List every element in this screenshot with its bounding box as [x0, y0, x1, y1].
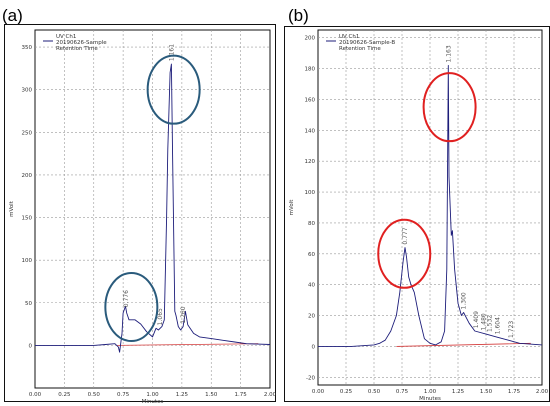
x-tick-label: 0.25: [340, 389, 353, 395]
y-tick-label: 100: [305, 190, 316, 196]
y-tick-label: 250: [22, 130, 33, 136]
peak-label: 1.723: [508, 321, 515, 338]
x-tick-label: 1.75: [508, 389, 521, 395]
peak-label: 1.163: [445, 45, 452, 62]
legend-entry: Retention Time: [56, 46, 98, 52]
x-tick-label: 1.50: [205, 392, 218, 398]
y-tick-label: 80: [308, 221, 315, 227]
legend-entry: 20190626-Sample: [56, 40, 107, 46]
y-tick-label: 120: [305, 159, 316, 165]
x-tick-label: 0.75: [396, 389, 409, 395]
y-tick-label: 0: [29, 343, 33, 349]
y-tick-label: 150: [22, 216, 33, 222]
highlight-circle: [422, 72, 477, 143]
x-tick-label: 1.50: [480, 389, 493, 395]
y-tick-label: 300: [22, 88, 33, 94]
x-axis-title: Minutes: [419, 396, 441, 402]
y-tick-label: 180: [305, 67, 316, 73]
outer-frame: [4, 24, 276, 402]
baseline-line: [117, 343, 259, 346]
legend-entry: UV Ch1: [56, 34, 76, 40]
peak-label: 1.300: [461, 292, 468, 309]
legend-entry: Retention Time: [339, 46, 381, 52]
y-tick-label: 200: [305, 36, 316, 42]
outer-frame: [284, 26, 550, 402]
y-tick-label: 0: [312, 344, 316, 350]
y-tick-label: 160: [305, 97, 316, 103]
y-axis-title: mVolt: [9, 200, 15, 217]
chart-panel-b: 0.00 0.25 0.50 0.75 1.00 1.25 1.50 1.75 2.00 -20 0…: [284, 26, 550, 402]
peak-label: 0.776: [123, 290, 130, 307]
series-line: [318, 65, 543, 347]
y-tick-label: 140: [305, 128, 316, 134]
x-tick-label: 0.00: [312, 389, 325, 395]
x-tick-label: 2.00: [264, 392, 277, 398]
y-tick-label: 60: [308, 252, 315, 258]
chart-panel-a: 0.00 0.25 0.50 0.75 1.00 1.25 1.50 1.75 2.00 0 50 1…: [4, 24, 277, 405]
x-axis-title: Minutes: [142, 399, 164, 405]
series-line: [35, 63, 271, 353]
peak-label: 1.260: [180, 306, 187, 323]
legend-entry: UV Ch1: [339, 34, 359, 40]
x-tick-label: 0.00: [29, 392, 42, 398]
panel-label-a: (a): [2, 6, 23, 25]
x-tick-label: 0.75: [117, 392, 130, 398]
x-tick-label: 2.00: [536, 389, 549, 395]
highlight-circle: [377, 218, 432, 289]
y-tick-label: 200: [22, 173, 33, 179]
peak-label: 0.777: [402, 227, 409, 244]
x-tick-label: 1.25: [452, 389, 465, 395]
legend-entry: 20190626-Sample-B: [339, 40, 395, 46]
x-tick-label: 0.50: [368, 389, 381, 395]
x-tick-label: 1.25: [176, 392, 189, 398]
panel-label-b: (b): [288, 6, 309, 25]
peak-label: 1.532: [487, 315, 494, 332]
peak-label: 1.065: [157, 308, 164, 325]
x-tick-label: 0.25: [58, 392, 71, 398]
peak-label: 1.604: [495, 317, 502, 334]
highlight-circle: [104, 272, 159, 343]
y-tick-label: 40: [308, 283, 315, 289]
peak-label: 1.161: [168, 44, 175, 61]
y-axis-title: mVolt: [289, 199, 295, 216]
x-tick-label: 1.00: [146, 392, 159, 398]
x-tick-label: 1.00: [424, 389, 437, 395]
y-tick-label: -20: [306, 375, 315, 381]
peak-label: 1.480: [481, 313, 488, 330]
y-tick-label: 100: [22, 258, 33, 264]
y-tick-label: 20: [308, 314, 315, 320]
y-tick-label: 50: [25, 301, 32, 307]
baseline-line: [396, 342, 531, 347]
x-tick-label: 1.75: [235, 392, 248, 398]
x-tick-label: 0.50: [88, 392, 101, 398]
peak-label: 1.409: [473, 311, 480, 328]
y-tick-label: 350: [22, 45, 33, 51]
highlight-circle: [146, 54, 201, 125]
